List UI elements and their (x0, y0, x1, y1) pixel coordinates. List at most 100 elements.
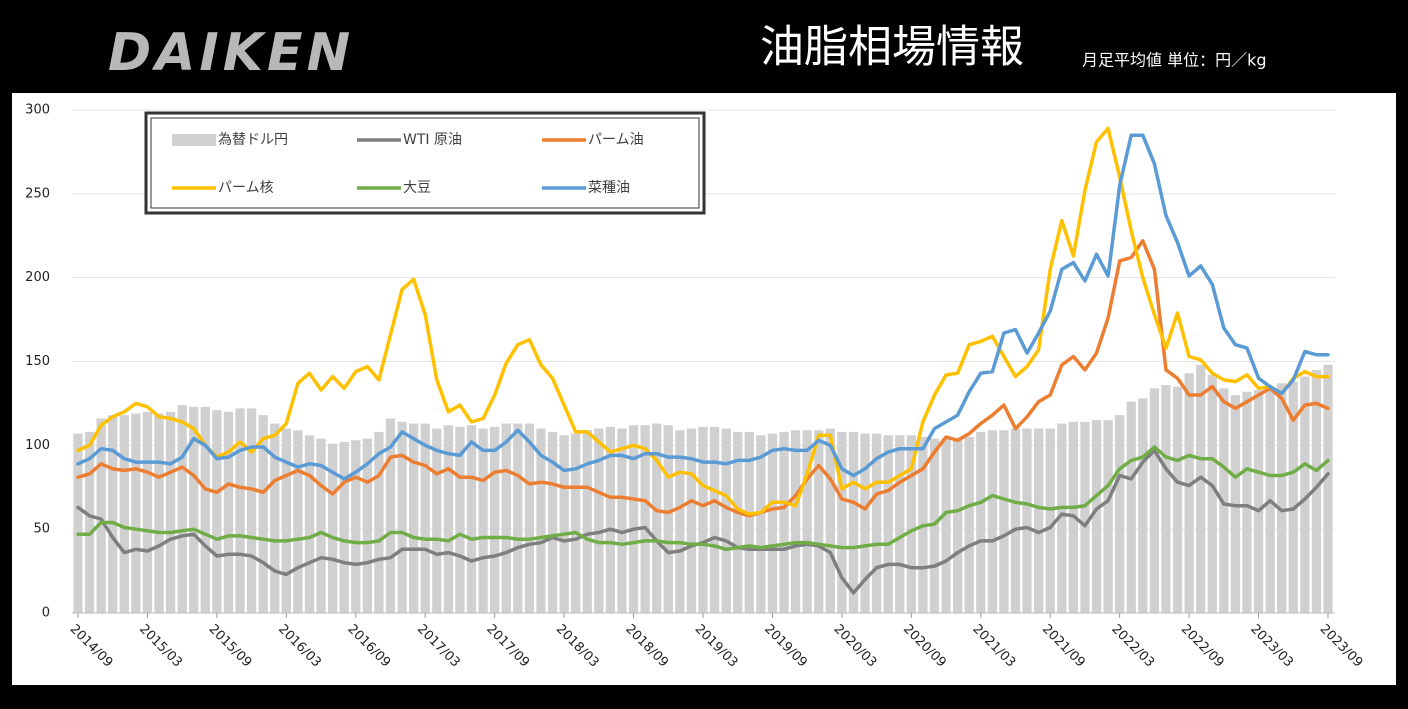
bar (513, 423, 523, 613)
bar (1034, 428, 1044, 613)
bar (1323, 364, 1333, 613)
bar (895, 435, 905, 613)
line-series (76, 133, 1330, 481)
bar (374, 431, 384, 613)
bar (316, 438, 326, 613)
bar (571, 433, 581, 613)
bar (1091, 420, 1102, 613)
bar (177, 405, 187, 613)
bar (906, 435, 916, 613)
bar (652, 423, 662, 613)
bar (536, 428, 546, 613)
y-tick-label: 50 (33, 522, 50, 537)
bar (1115, 415, 1125, 613)
bar (420, 423, 430, 613)
bar (524, 423, 535, 613)
bar (108, 415, 118, 613)
y-tick-label: 200 (25, 270, 50, 285)
y-tick-label: 100 (25, 438, 50, 453)
bar (1057, 423, 1067, 613)
bar (617, 428, 627, 613)
bar (189, 406, 199, 613)
legend-label: パーム油 (588, 132, 644, 148)
bar (1311, 369, 1322, 613)
bar (455, 426, 465, 613)
bar (837, 431, 847, 613)
bar (1288, 381, 1298, 613)
bar (756, 435, 766, 613)
bar (698, 426, 708, 613)
bar (490, 426, 500, 613)
chart-title: 油脂相場情報 (760, 22, 1024, 73)
bar (582, 430, 592, 613)
bar (883, 435, 893, 613)
bar (941, 438, 951, 613)
bar (871, 433, 882, 613)
bar (999, 430, 1009, 613)
bar (270, 423, 280, 613)
line-series (76, 126, 1330, 516)
bar (397, 421, 407, 613)
bar (1172, 386, 1183, 613)
line-series (76, 445, 1330, 552)
bar (258, 415, 268, 613)
chart-subtitle: 月足平均値 単位：円／kg (1082, 51, 1267, 70)
bar (165, 411, 176, 613)
bar (594, 428, 604, 613)
legend-label: パーム核 (218, 180, 274, 196)
bar (709, 426, 720, 613)
bar (744, 431, 754, 613)
bar (84, 431, 95, 613)
bar (466, 425, 477, 613)
bar (142, 411, 153, 613)
bar (628, 425, 639, 613)
bar (987, 430, 997, 613)
bar (779, 431, 789, 613)
bar (547, 431, 558, 613)
bar (1138, 398, 1148, 613)
bar (1207, 374, 1217, 613)
legend-label: WTI 原油 (403, 132, 462, 148)
bar (1300, 376, 1310, 613)
bar (351, 440, 361, 613)
bar (605, 426, 616, 613)
bar (409, 423, 419, 613)
bar (235, 408, 245, 613)
bar (1010, 428, 1021, 613)
bar (964, 436, 974, 613)
legend-label: 大豆 (403, 180, 431, 196)
bar (1045, 428, 1055, 613)
bar (559, 435, 569, 613)
bar (733, 431, 743, 613)
bar (848, 431, 859, 613)
bar (432, 428, 442, 613)
legend-swatch (172, 134, 216, 146)
bar (825, 428, 835, 613)
bar (1196, 364, 1206, 613)
bar (767, 433, 778, 613)
bar (73, 433, 83, 613)
bar (953, 438, 963, 613)
bar (281, 428, 291, 613)
bar (154, 413, 164, 613)
bar (328, 443, 338, 613)
bar (675, 430, 685, 613)
bar (1253, 390, 1264, 613)
bar (1126, 401, 1136, 613)
bar (212, 410, 222, 613)
bar (200, 406, 210, 613)
bar (223, 411, 234, 613)
bar (721, 428, 731, 613)
bar (478, 428, 488, 613)
legend-label: 菜種油 (588, 180, 630, 196)
bar (663, 425, 673, 613)
bar (339, 441, 349, 613)
legend-label: 為替ドル円 (218, 132, 288, 148)
bar (1022, 428, 1032, 613)
bar (1080, 421, 1090, 613)
bar (501, 423, 511, 613)
bar (385, 418, 396, 613)
bar (976, 431, 986, 613)
